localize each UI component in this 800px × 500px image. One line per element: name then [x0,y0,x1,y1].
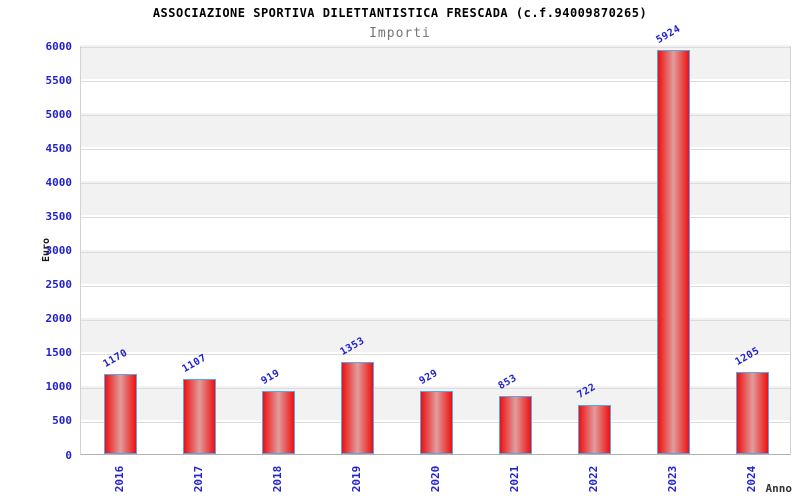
x-tick-label-2023: 2023 [665,465,679,493]
gridline [81,149,790,151]
bar-2023 [657,50,690,454]
bar-2024 [736,371,769,454]
y-tick-label: 5500 [45,73,73,87]
x-tick-label-2024: 2024 [744,465,758,493]
gridline [81,217,790,219]
bar-2016 [104,374,137,454]
y-tick-label: 4500 [45,141,73,155]
x-tick-label-2018: 2018 [270,465,284,493]
gridline [81,387,790,389]
x-tick-label-2019: 2019 [349,465,363,493]
y-tick-label: 4000 [45,175,73,189]
y-tick-label: 6000 [45,39,73,53]
gridline [81,353,790,355]
bar-2017 [183,378,216,454]
y-tick-label: 1500 [45,346,73,360]
chart-subtitle: Importi [369,26,431,41]
y-tick-label: 0 [65,448,72,462]
bar-2019 [341,361,374,454]
x-tick-label-2020: 2020 [428,465,442,493]
x-axis-label: Anno [765,482,793,495]
gridline [81,319,790,321]
chart-title: ASSOCIAZIONE SPORTIVA DILETTANTISTICA FR… [152,6,648,20]
gridline [81,251,790,253]
bar-2022 [578,404,611,454]
y-tick-label: 3000 [45,244,73,257]
x-tick-label-2021: 2021 [507,465,521,493]
y-tick-label: 3500 [45,209,73,223]
x-tick-label-2017: 2017 [191,465,205,493]
bar-2018 [262,391,295,454]
y-tick-label: 2000 [45,312,73,326]
gridline [81,183,790,185]
y-tick-label: 5000 [45,107,73,121]
x-tick-label-2016: 2016 [112,465,126,493]
bar-2021 [499,395,532,454]
gridline [81,115,790,117]
bar-2020 [420,390,453,454]
gridline [81,47,790,48]
x-tick-label-2022: 2022 [586,465,600,493]
y-tick-label: 2500 [45,278,73,292]
y-tick-label: 1000 [45,380,73,394]
plot-area: 1170 1107 919 1353 929 853 722 5924 1205 [80,24,791,455]
gridline [81,81,790,83]
y-tick-label: 500 [52,414,72,428]
gridline [81,285,790,287]
